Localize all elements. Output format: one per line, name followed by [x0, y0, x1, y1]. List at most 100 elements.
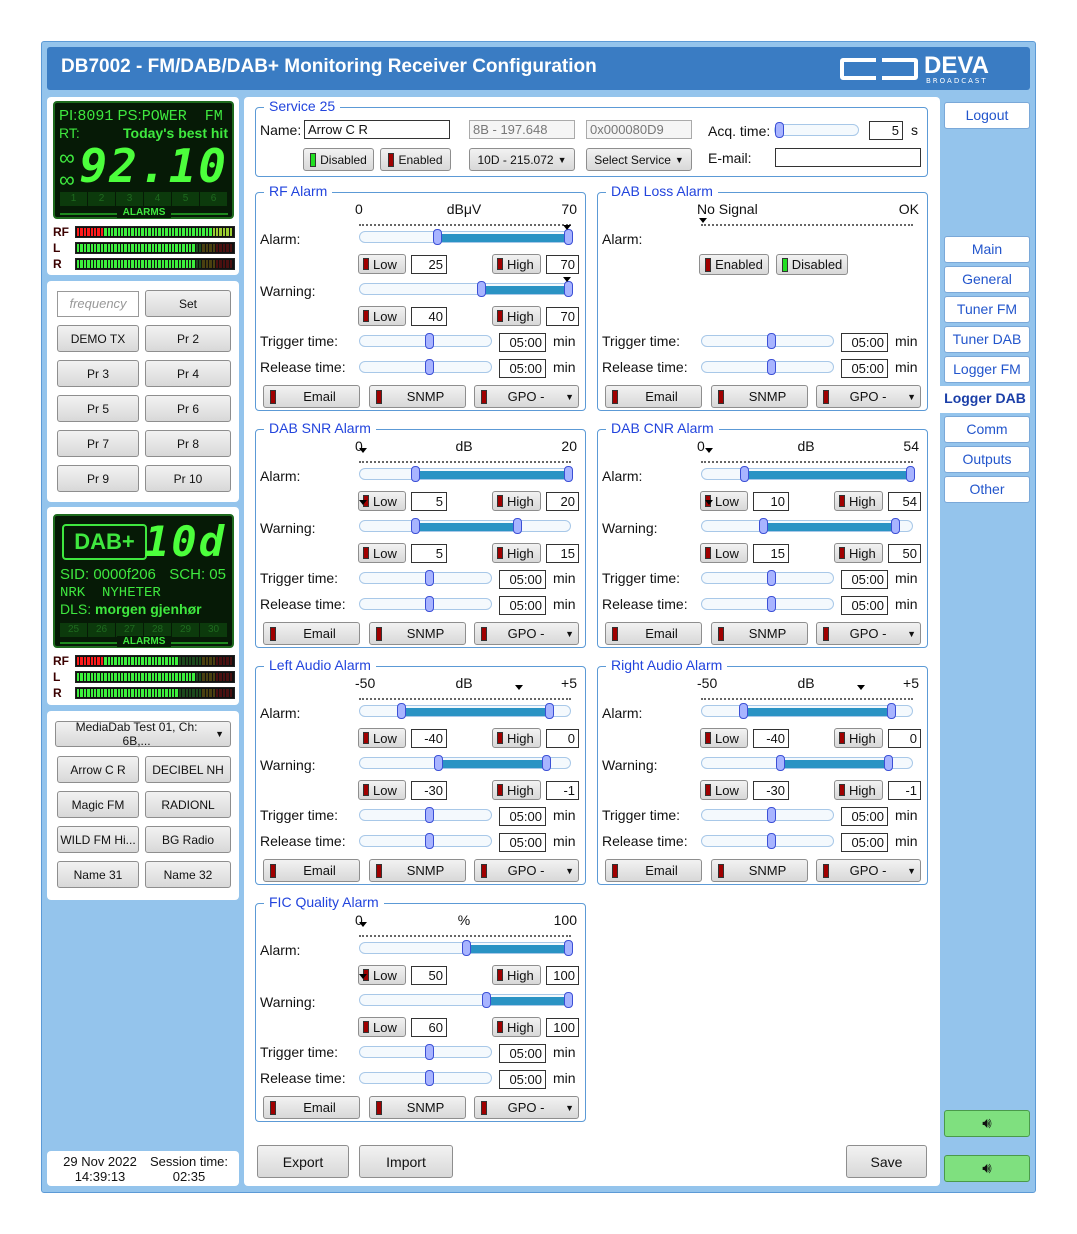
audio-button-2[interactable]: 🔊︎	[944, 1155, 1030, 1182]
email-action-button[interactable]: Email	[605, 859, 702, 882]
alarm-range-slider[interactable]	[359, 229, 573, 245]
slider-handle-low[interactable]	[411, 518, 420, 534]
warning-low-input[interactable]: 5	[411, 544, 447, 563]
warning-high-toggle[interactable]: High	[834, 780, 883, 800]
trigger-time-input[interactable]: 05:00	[499, 570, 546, 589]
loss-enabled-button[interactable]: Enabled	[699, 254, 769, 275]
release-time-slider[interactable]	[701, 833, 834, 849]
gpo-action-button[interactable]: GPO - ▼	[474, 622, 579, 645]
nav-logger-fm[interactable]: Logger FM	[944, 356, 1030, 383]
slider-handle-low[interactable]	[482, 992, 492, 1008]
acq-time-slider[interactable]	[774, 122, 859, 138]
trigger-time-slider[interactable]	[359, 1044, 492, 1060]
service-preset-button[interactable]: WILD FM Hi...	[57, 826, 139, 853]
email-input[interactable]	[775, 148, 921, 167]
warning-range-slider[interactable]	[359, 518, 571, 534]
snmp-action-button[interactable]: SNMP	[711, 385, 808, 408]
nav-general[interactable]: General	[944, 266, 1030, 293]
nav-other[interactable]: Other	[944, 476, 1030, 503]
alarm-range-slider[interactable]	[701, 703, 913, 719]
loss-disabled-button[interactable]: Disabled	[776, 254, 848, 275]
select-service-dropdown[interactable]: Select Service ▼	[586, 148, 692, 171]
service-preset-button[interactable]: RADIONL	[145, 791, 231, 818]
alarm-low-input[interactable]: -40	[753, 729, 789, 748]
warning-low-input[interactable]: -30	[411, 781, 447, 800]
gpo-action-button[interactable]: GPO - ▼	[816, 622, 921, 645]
alarm-low-input[interactable]: -40	[411, 729, 447, 748]
email-action-button[interactable]: Email	[605, 385, 702, 408]
alarm-range-slider[interactable]	[359, 703, 571, 719]
alarm-high-toggle[interactable]: High	[492, 728, 541, 748]
snmp-action-button[interactable]: SNMP	[369, 385, 466, 408]
email-action-button[interactable]: Email	[263, 622, 360, 645]
release-time-input[interactable]: 05:00	[499, 596, 546, 615]
alarm-low-toggle[interactable]: Low	[700, 728, 748, 748]
slider-handle-low[interactable]	[739, 466, 749, 482]
release-time-slider[interactable]	[359, 596, 492, 612]
alarm-range-slider[interactable]	[359, 466, 573, 482]
warning-low-input[interactable]: -30	[753, 781, 789, 800]
trigger-time-input[interactable]: 05:00	[499, 333, 546, 352]
warning-high-toggle[interactable]: High	[492, 306, 541, 326]
slider-handle-high[interactable]	[906, 466, 915, 482]
release-time-slider[interactable]	[359, 1070, 492, 1086]
trigger-time-slider[interactable]	[359, 333, 492, 349]
slider-handle-low[interactable]	[758, 518, 768, 534]
preset-button[interactable]: Pr 8	[145, 430, 231, 457]
trigger-time-slider[interactable]	[701, 807, 834, 823]
trigger-time-input[interactable]: 05:00	[499, 1044, 546, 1063]
slider-handle-high[interactable]	[545, 703, 555, 719]
warning-range-slider[interactable]	[701, 755, 913, 771]
warning-low-toggle[interactable]: Low	[358, 306, 406, 326]
email-action-button[interactable]: Email	[605, 622, 702, 645]
gpo-action-button[interactable]: GPO - ▼	[816, 385, 921, 408]
warning-low-toggle[interactable]: Low	[700, 543, 748, 563]
slider-handle-low[interactable]	[776, 755, 786, 771]
warning-high-input[interactable]: 70	[546, 307, 579, 326]
alarm-range-slider[interactable]	[701, 466, 915, 482]
warning-low-toggle[interactable]: Low	[358, 543, 406, 563]
slider-handle-high[interactable]	[513, 518, 522, 534]
email-action-button[interactable]: Email	[263, 859, 360, 882]
service-name-input[interactable]: Arrow C R	[304, 120, 450, 139]
preset-button[interactable]: Pr 7	[57, 430, 139, 457]
warning-low-toggle[interactable]: Low	[358, 780, 406, 800]
warning-range-slider[interactable]	[701, 518, 913, 534]
acq-time-input[interactable]: 5	[869, 121, 903, 140]
slider-handle-low[interactable]	[434, 755, 444, 771]
slider-handle-high[interactable]	[890, 518, 900, 534]
release-time-input[interactable]: 05:00	[499, 1070, 546, 1089]
warning-low-input[interactable]: 15	[753, 544, 789, 563]
slider-handle-low[interactable]	[462, 940, 471, 956]
set-frequency-button[interactable]: Set	[145, 290, 231, 317]
trigger-time-input[interactable]: 05:00	[841, 570, 888, 589]
release-time-slider[interactable]	[701, 359, 834, 375]
service-enabled-button[interactable]: Enabled	[380, 148, 451, 171]
alarm-high-input[interactable]: 54	[888, 492, 921, 511]
warning-high-toggle[interactable]: High	[492, 543, 541, 563]
warning-low-input[interactable]: 60	[411, 1018, 447, 1037]
gpo-action-button[interactable]: GPO - ▼	[474, 385, 579, 408]
warning-high-input[interactable]: -1	[888, 781, 921, 800]
slider-handle-high[interactable]	[564, 281, 573, 297]
release-time-input[interactable]: 05:00	[841, 359, 888, 378]
channel-select[interactable]: 10D - 215.072 ▼	[469, 148, 575, 171]
snmp-action-button[interactable]: SNMP	[711, 622, 808, 645]
service-preset-button[interactable]: Arrow C R	[57, 756, 139, 783]
trigger-time-input[interactable]: 05:00	[499, 807, 546, 826]
gpo-action-button[interactable]: GPO - ▼	[474, 859, 579, 882]
trigger-time-input[interactable]: 05:00	[841, 807, 888, 826]
slider-handle-low[interactable]	[432, 229, 442, 245]
frequency-input[interactable]: frequency	[57, 291, 139, 317]
preset-button[interactable]: Pr 9	[57, 465, 139, 492]
release-time-input[interactable]: 05:00	[499, 833, 546, 852]
service-disabled-button[interactable]: Disabled	[303, 148, 374, 171]
warning-low-toggle[interactable]: Low	[700, 780, 748, 800]
warning-range-slider[interactable]	[359, 755, 571, 771]
warning-low-input[interactable]: 40	[411, 307, 447, 326]
preset-button[interactable]: DEMO TX	[57, 325, 139, 352]
service-preset-button[interactable]: Name 32	[145, 861, 231, 888]
release-time-slider[interactable]	[359, 359, 492, 375]
trigger-time-slider[interactable]	[701, 333, 834, 349]
alarm-high-toggle[interactable]: High	[834, 728, 883, 748]
